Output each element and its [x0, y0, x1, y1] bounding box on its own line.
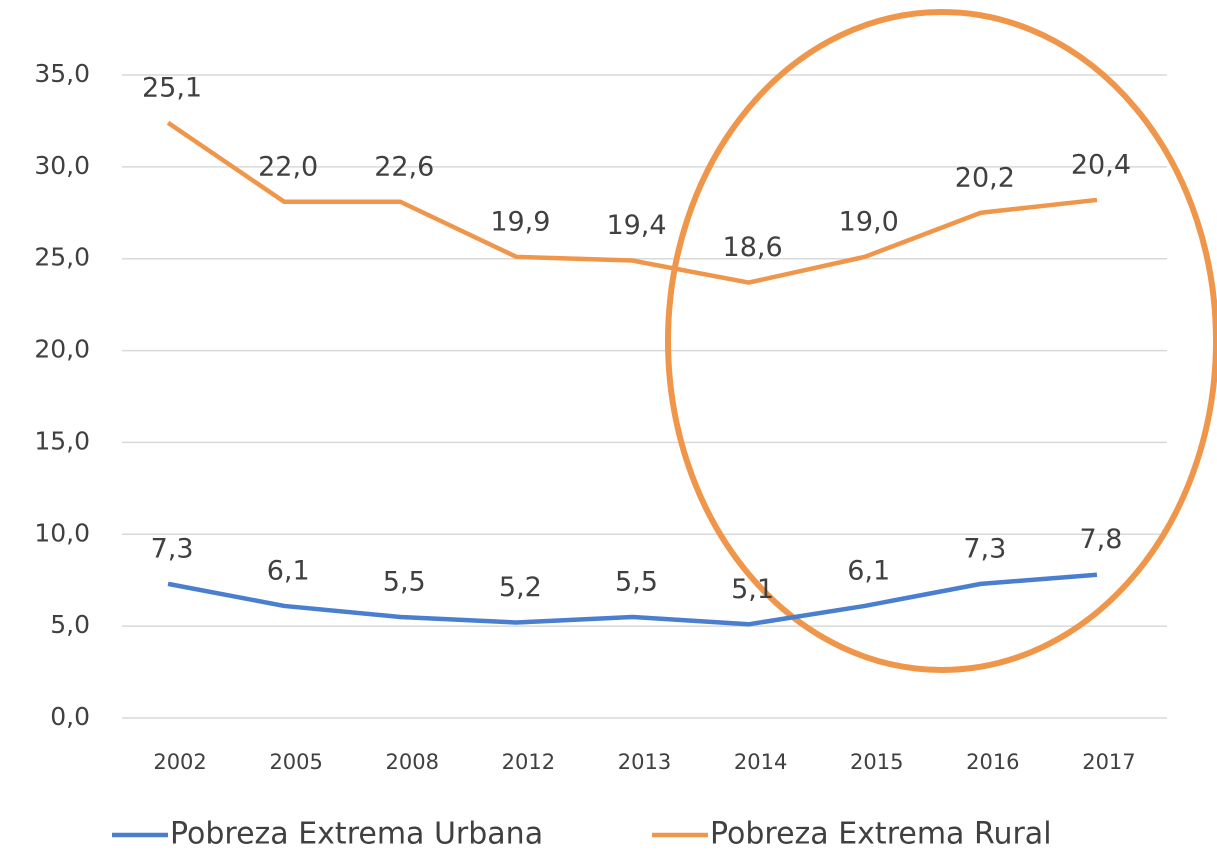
- x-tick-label: 2008: [386, 750, 439, 774]
- data-label: 5,5: [615, 566, 658, 597]
- x-tick-label: 2014: [734, 750, 787, 774]
- data-label: 5,5: [383, 566, 426, 597]
- y-tick-label: 10,0: [34, 518, 90, 547]
- y-tick-label: 5,0: [50, 610, 90, 639]
- x-tick-label: 2016: [966, 750, 1019, 774]
- x-tick-label: 2005: [269, 750, 322, 774]
- series-line: [167, 572, 1098, 627]
- data-label: 20,2: [955, 162, 1015, 193]
- x-tick-label: 2013: [618, 750, 671, 774]
- data-label: 7,3: [151, 533, 194, 564]
- data-label: 19,4: [606, 210, 666, 241]
- y-tick-label: 30,0: [34, 151, 90, 180]
- data-label: 6,1: [847, 555, 890, 586]
- data-label: 7,3: [963, 533, 1006, 564]
- data-label: 7,8: [1079, 524, 1122, 555]
- x-tick-label: 2015: [850, 750, 903, 774]
- y-tick-label: 15,0: [34, 426, 90, 455]
- x-tick-label: 2012: [502, 750, 555, 774]
- y-tick-label: 25,0: [34, 243, 90, 272]
- series-line: [166, 120, 1098, 285]
- legend-label: Pobreza Extrema Rural: [710, 817, 1052, 852]
- data-label: 22,6: [374, 151, 434, 182]
- data-label: 6,1: [267, 555, 310, 586]
- data-label: 22,0: [258, 151, 318, 182]
- data-label: 19,9: [490, 206, 550, 237]
- y-tick-label: 35,0: [34, 59, 90, 88]
- data-label: 18,6: [723, 232, 783, 263]
- y-tick-label: 0,0: [50, 702, 90, 731]
- x-tick-label: 2017: [1082, 750, 1135, 774]
- data-label: 5,2: [499, 572, 542, 603]
- y-tick-label: 20,0: [34, 335, 90, 364]
- legend-label: Pobreza Extrema Urbana: [170, 817, 543, 852]
- highlight-ellipse: [665, 9, 1217, 673]
- data-label: 20,4: [1071, 149, 1131, 180]
- x-tick-label: 2002: [153, 750, 206, 774]
- data-label: 25,1: [142, 72, 202, 103]
- data-label: 19,0: [839, 206, 899, 237]
- data-label: 5,1: [731, 574, 774, 605]
